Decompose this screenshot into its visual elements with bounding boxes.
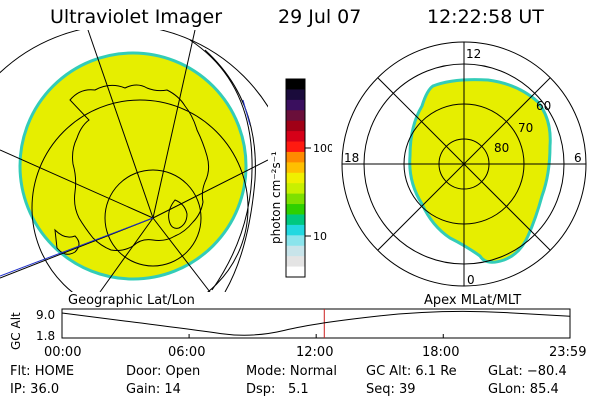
colorbar-swatch	[286, 79, 305, 91]
mlt-label-0: 0	[467, 273, 475, 287]
xtick-label-1800: 18:00	[422, 345, 460, 360]
status-dsp-label: Dsp:	[246, 382, 276, 397]
status-gc-alt: GC Alt: 6.1 Re	[366, 364, 457, 379]
geo-emission-disk	[18, 51, 248, 281]
colorbar-swatch	[286, 99, 305, 111]
colorbar-swatch	[286, 141, 305, 153]
mlt-label-6: 6	[574, 151, 582, 165]
polar-mlt-plot: 12 18 6 0 60 70 80	[341, 41, 587, 287]
xtick-label-0600: 06:00	[168, 345, 206, 360]
mlt-label-18: 18	[344, 151, 359, 165]
colorbar-swatch	[286, 110, 305, 122]
status-flight: Flt: HOME	[10, 364, 75, 379]
colorbar-swatch	[286, 131, 305, 143]
ytick-label-bottom: 1.8	[36, 329, 55, 343]
status-glon: GLon: 85.4	[488, 382, 559, 397]
status-seq: Seq: 39	[366, 382, 416, 397]
status-ip: IP: 36.0	[10, 382, 60, 397]
mlat-label-80: 80	[494, 141, 509, 155]
colorbar-swatch	[286, 204, 305, 216]
mlat-label-70: 70	[518, 121, 533, 135]
colorbar-swatch	[286, 151, 305, 163]
mlt-label-12: 12	[466, 47, 481, 61]
colorbar-swatch	[286, 256, 305, 268]
status-glat: GLat: −80.4	[488, 364, 567, 379]
status-gain: Gain: 14	[126, 382, 181, 397]
geographic-latlon-label: Geographic Lat/Lon	[68, 293, 195, 308]
timeline-ylabel: GC Alt	[9, 312, 23, 350]
colorbar-tick-100: 100	[313, 142, 332, 155]
color-scale-bar: 100 10 photon cm⁻²s⁻¹	[269, 78, 332, 278]
colorbar-swatch	[286, 245, 305, 257]
status-mode: Mode: Normal	[246, 364, 337, 379]
altitude-timeline-chart: GC Alt 9.0 1.8	[9, 308, 571, 350]
polar-emission-region	[408, 78, 552, 264]
colorbar-swatch	[286, 266, 305, 278]
mlat-label-60: 60	[536, 99, 551, 113]
ytick-label-top: 9.0	[36, 308, 55, 322]
colorbar-tick-10: 10	[313, 230, 327, 243]
altitude-curve	[61, 310, 571, 336]
colorbar-swatch	[286, 162, 305, 174]
coastline-path	[69, 84, 210, 251]
xtick-label-1200: 12:00	[296, 345, 334, 360]
status-dsp-value: 5.1	[288, 382, 309, 397]
apex-mlat-mlt-label: Apex MLat/MLT	[424, 293, 522, 308]
date-label: 29 Jul 07	[278, 6, 362, 28]
status-door: Door: Open	[126, 364, 201, 379]
colorbar-swatch	[286, 193, 305, 205]
colorbar-swatch	[286, 183, 305, 195]
xtick-label-0000: 00:00	[44, 345, 82, 360]
colorbar-swatch	[286, 224, 305, 236]
colorbar-unit-label: photon cm⁻²s⁻¹	[269, 151, 283, 244]
colorbar-swatch	[286, 120, 305, 132]
colorbar-swatch	[286, 235, 305, 247]
time-label: 12:22:58 UT	[427, 6, 544, 28]
instrument-title: Ultraviolet Imager	[50, 6, 223, 28]
colorbar-swatch	[286, 214, 305, 226]
colorbar-swatch	[286, 89, 305, 101]
colorbar-swatch	[286, 172, 305, 184]
xtick-label-2359: 23:59	[549, 345, 587, 360]
